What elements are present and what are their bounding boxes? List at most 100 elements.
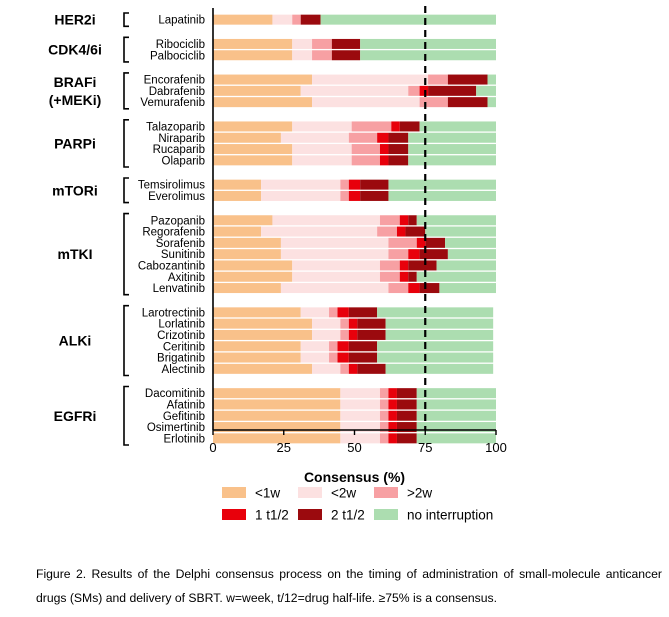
group-label: mTKI bbox=[58, 246, 93, 262]
bar-segment bbox=[428, 85, 477, 96]
bar-segment bbox=[213, 410, 341, 421]
bar-segment bbox=[385, 363, 494, 374]
drug-label: Larotrectinib bbox=[142, 307, 205, 319]
drug-label: Erlotinib bbox=[163, 433, 205, 445]
bar-segment bbox=[348, 132, 378, 143]
legend-swatch bbox=[222, 487, 246, 498]
bar-segment bbox=[360, 190, 389, 201]
legend-swatch bbox=[298, 487, 322, 498]
bar-segment bbox=[340, 190, 349, 201]
bar-segment bbox=[357, 329, 386, 340]
bar-segment bbox=[360, 179, 389, 190]
bar-segment bbox=[312, 318, 341, 329]
bar-segment bbox=[379, 388, 389, 399]
bar-segment bbox=[340, 329, 349, 340]
bar-segment bbox=[348, 179, 361, 190]
bar-segment bbox=[331, 38, 361, 49]
drug-label: Lenvatinib bbox=[153, 283, 205, 295]
drug-label: Sorafenib bbox=[156, 238, 205, 250]
bar-segment bbox=[439, 283, 496, 294]
bar-segment bbox=[213, 97, 313, 108]
bar-segment bbox=[416, 271, 496, 282]
bar-segment bbox=[280, 249, 389, 260]
legend-swatch bbox=[374, 487, 398, 498]
x-tick-label: 100 bbox=[485, 440, 507, 455]
bar-segment bbox=[351, 155, 380, 166]
bar-segment bbox=[213, 307, 301, 318]
bar-segment bbox=[445, 237, 496, 248]
bar-segment bbox=[340, 399, 380, 410]
bar-segment bbox=[399, 260, 409, 271]
bar-segment bbox=[419, 85, 429, 96]
bar-segment bbox=[292, 50, 313, 61]
x-tick-label: 25 bbox=[277, 440, 291, 455]
bar-segment bbox=[416, 215, 496, 226]
legend-swatch bbox=[374, 509, 398, 520]
bar-segment bbox=[261, 226, 378, 237]
drug-label: Everolimus bbox=[148, 191, 205, 203]
x-tick-label: 75 bbox=[418, 440, 432, 455]
bar-segment bbox=[379, 433, 389, 444]
bar-segment bbox=[388, 249, 409, 260]
drug-label: Crizotinib bbox=[157, 330, 205, 342]
drug-label: Olaparib bbox=[162, 155, 205, 167]
bar-segment bbox=[292, 14, 301, 25]
bar-segment bbox=[351, 144, 380, 155]
bar-segment bbox=[487, 74, 496, 85]
group-bracket bbox=[123, 385, 129, 446]
bar-segment bbox=[388, 410, 397, 421]
legend-label: <1w bbox=[255, 486, 280, 501]
bar-segment bbox=[272, 14, 293, 25]
bar-segment bbox=[213, 318, 313, 329]
bar-segment bbox=[213, 50, 293, 61]
bar-segment bbox=[300, 14, 321, 25]
drug-label: Ribociclib bbox=[156, 39, 205, 51]
bar-segment bbox=[292, 121, 352, 132]
group-label: HER2i bbox=[54, 12, 95, 28]
bar-segment bbox=[292, 38, 313, 49]
bar-segment bbox=[261, 179, 341, 190]
drug-label: Lorlatinib bbox=[158, 319, 205, 331]
bar-segment bbox=[379, 271, 400, 282]
drug-label: Niraparib bbox=[158, 133, 205, 145]
bar-segment bbox=[213, 14, 273, 25]
bar-segment bbox=[396, 388, 417, 399]
bar-segment bbox=[292, 271, 380, 282]
bar-segment bbox=[379, 410, 389, 421]
drug-label: Osimertinib bbox=[147, 422, 205, 434]
bar-segment bbox=[300, 85, 409, 96]
bar-segment bbox=[280, 283, 389, 294]
bar-segment bbox=[348, 329, 358, 340]
bar-segment bbox=[329, 341, 338, 352]
bar-segment bbox=[337, 352, 349, 363]
bar-segment bbox=[213, 283, 281, 294]
bar-segment bbox=[340, 318, 349, 329]
bar-segment bbox=[408, 155, 496, 166]
bar-segment bbox=[340, 410, 380, 421]
bar-segment bbox=[213, 226, 262, 237]
bar-segment bbox=[487, 97, 496, 108]
bar-segment bbox=[416, 410, 496, 421]
bar-segment bbox=[447, 74, 488, 85]
bar-segment bbox=[348, 318, 358, 329]
bar-segment bbox=[377, 352, 494, 363]
bar-segment bbox=[213, 352, 301, 363]
drug-label: Pazopanib bbox=[151, 215, 205, 227]
group-bracket bbox=[123, 212, 129, 296]
bar-segment bbox=[340, 363, 349, 374]
bar-segment bbox=[280, 132, 349, 143]
bar-segment bbox=[340, 422, 380, 433]
bar-segment bbox=[379, 399, 389, 410]
bar-segment bbox=[419, 283, 440, 294]
bar-segment bbox=[213, 363, 313, 374]
legend-label: no interruption bbox=[407, 508, 493, 523]
bar-segment bbox=[300, 341, 330, 352]
bar-segment bbox=[340, 179, 349, 190]
bar-segment bbox=[213, 121, 293, 132]
legend-label: 1 t1/2 bbox=[255, 508, 289, 523]
bar-segment bbox=[213, 38, 293, 49]
group-label: (+MEKi) bbox=[49, 92, 102, 108]
bar-segment bbox=[213, 190, 262, 201]
bar-segment bbox=[280, 237, 389, 248]
